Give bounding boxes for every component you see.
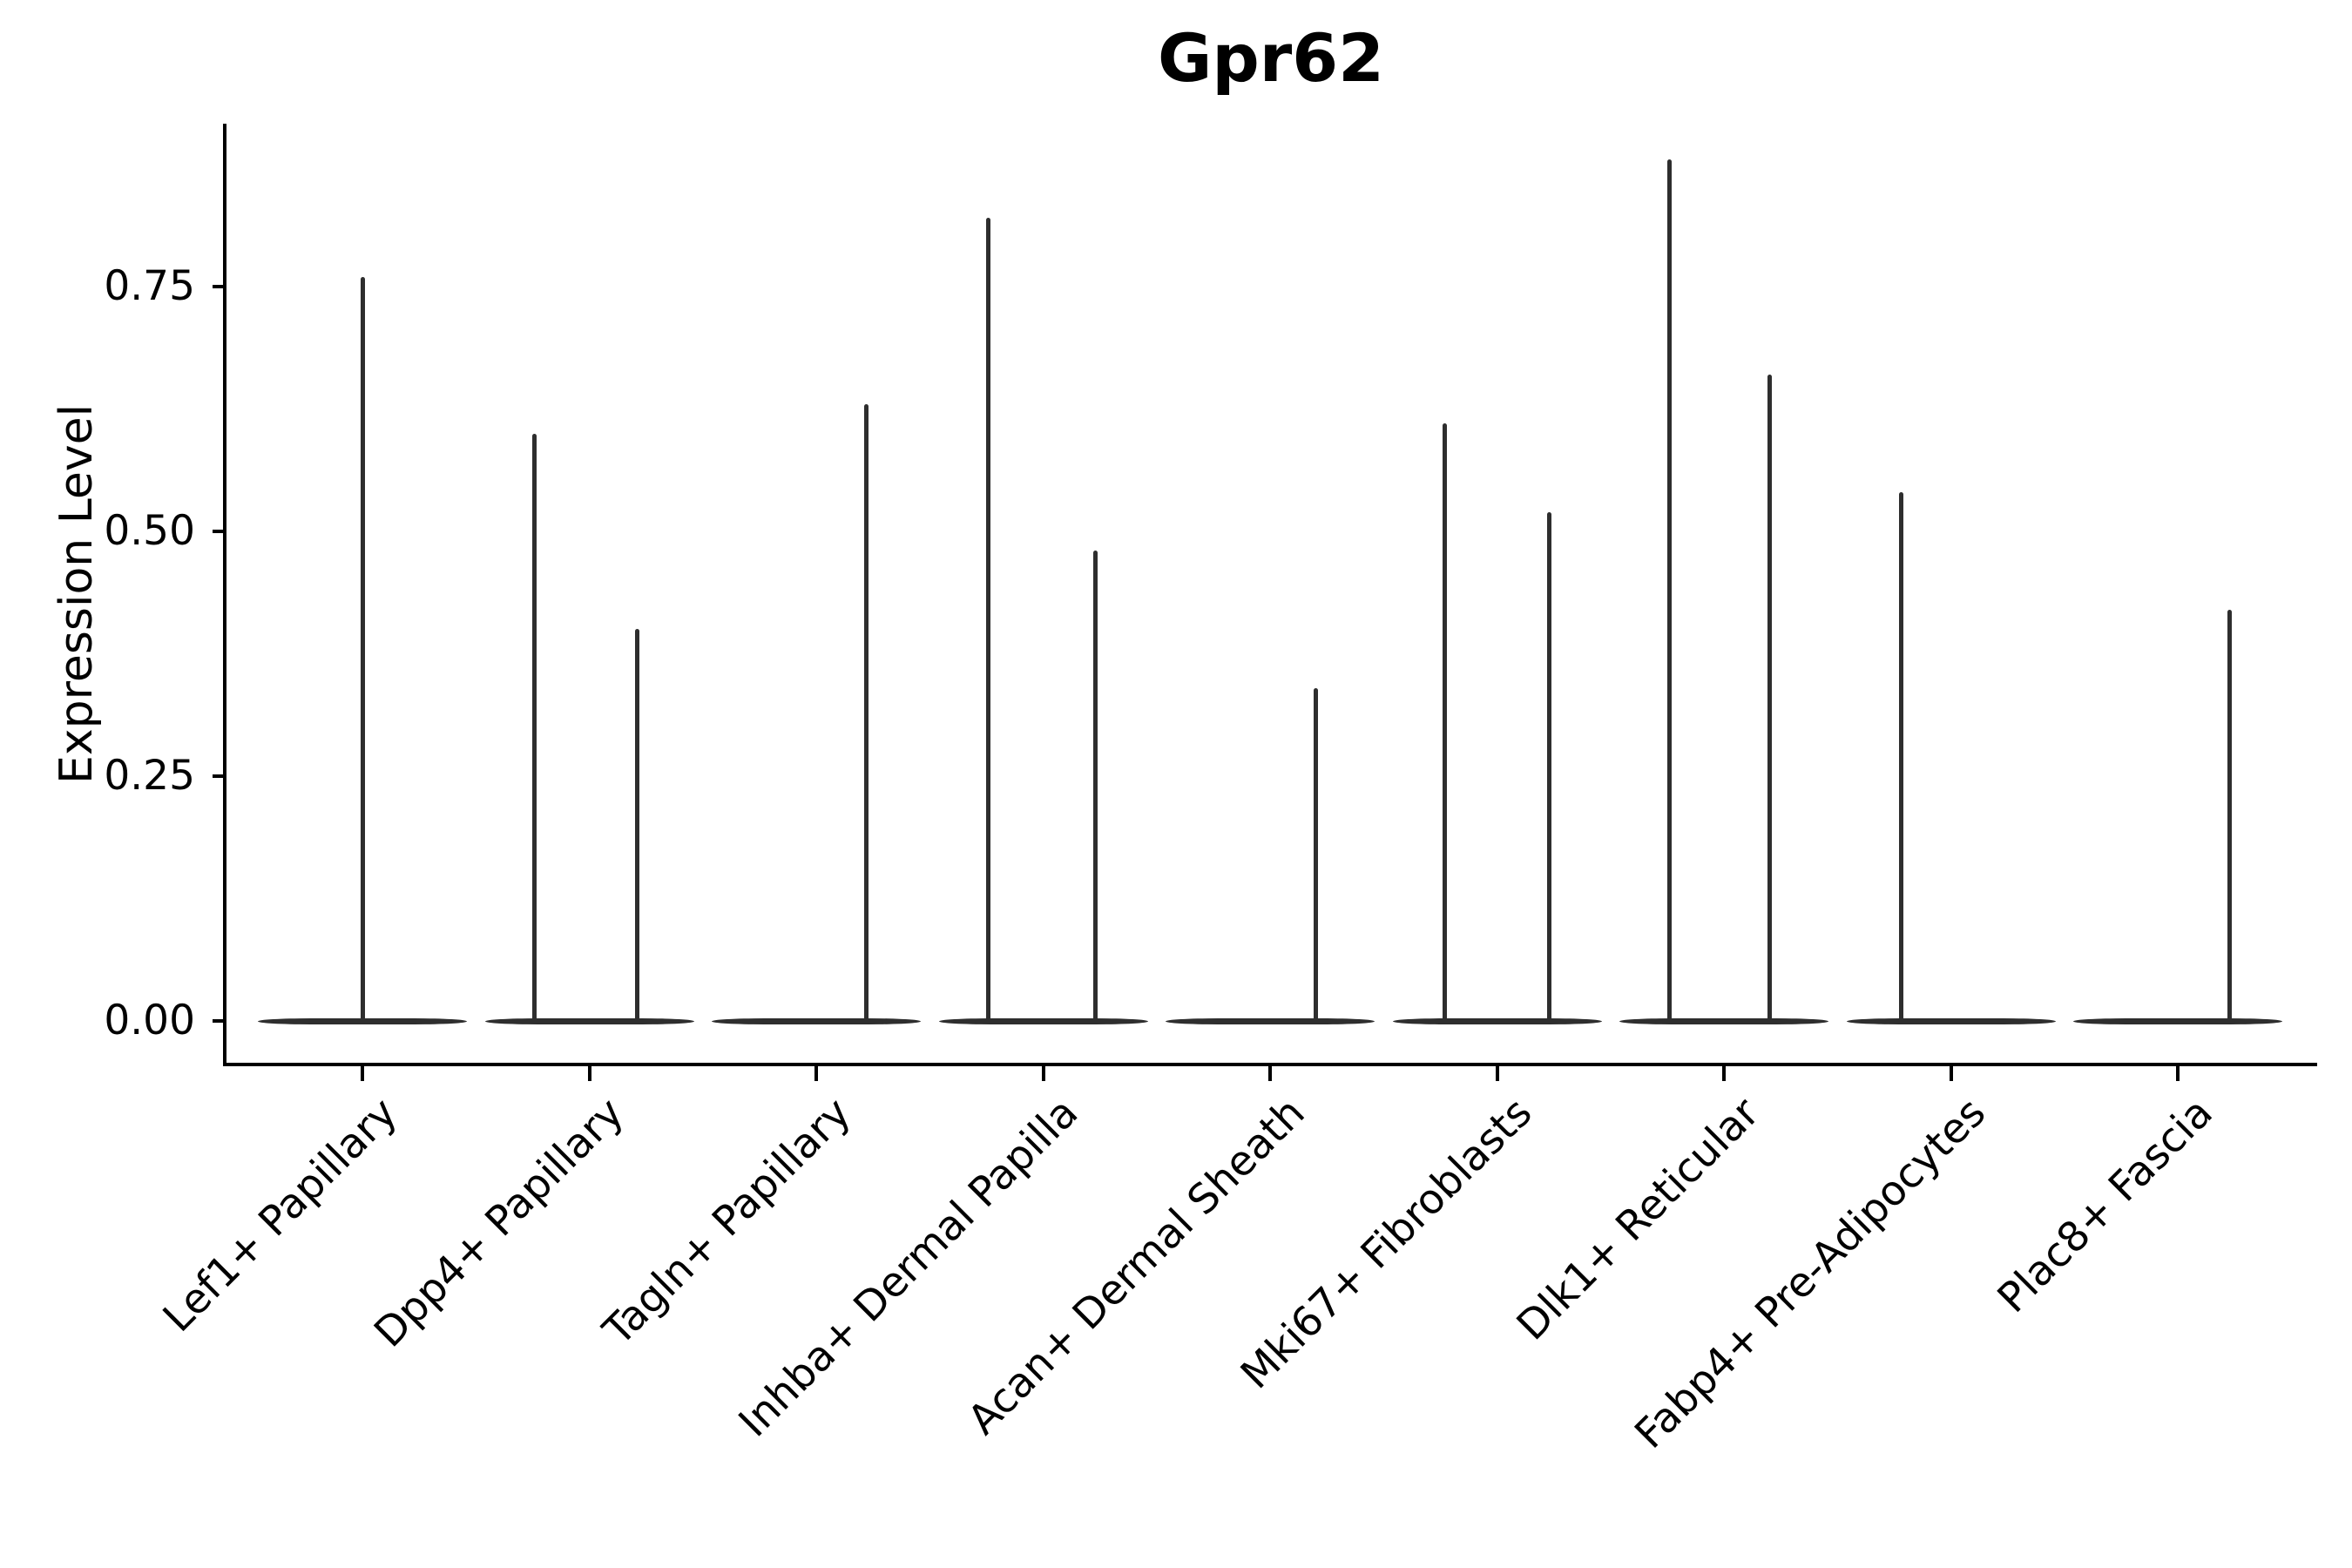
violin-baseline xyxy=(1619,1017,1828,1024)
plot-title: Gpr62 xyxy=(1157,19,1385,97)
y-tick xyxy=(213,774,225,778)
violin-spike xyxy=(1898,492,1903,1023)
x-tick xyxy=(1949,1066,1953,1081)
violin-spike xyxy=(1767,375,1772,1023)
x-tick xyxy=(1268,1066,1272,1081)
violin-spike xyxy=(1092,551,1098,1023)
violin-spike xyxy=(634,629,639,1023)
violin-spike xyxy=(2227,609,2233,1023)
violin-baseline xyxy=(1846,1017,2056,1024)
violin-spike xyxy=(1666,159,1672,1023)
x-tick xyxy=(1041,1066,1045,1081)
violin-spike xyxy=(1443,423,1448,1023)
x-tick-label: Dpp4+ Papillary xyxy=(365,1088,634,1357)
violin-spike xyxy=(863,403,868,1023)
y-tick xyxy=(213,285,225,288)
y-tick-label: 0.50 xyxy=(104,507,195,555)
violin-baseline xyxy=(1392,1017,1602,1024)
violin-baseline xyxy=(1166,1017,1375,1024)
violin-spike xyxy=(986,218,991,1023)
violin-spike xyxy=(1313,687,1318,1023)
x-tick xyxy=(2176,1066,2180,1081)
violin-spike xyxy=(1546,511,1551,1023)
y-tick xyxy=(213,530,225,533)
y-tick-label: 0.25 xyxy=(104,752,195,800)
violin-spike xyxy=(532,433,537,1023)
violin-spike xyxy=(360,276,365,1023)
x-tick-label: Dlk1+ Reticular xyxy=(1507,1088,1768,1350)
x-tick xyxy=(1495,1066,1499,1081)
y-tick xyxy=(213,1019,225,1023)
x-tick-label: Lef1+ Papillary xyxy=(153,1088,407,1342)
y-tick-label: 0.00 xyxy=(104,997,195,1044)
x-tick xyxy=(587,1066,591,1081)
x-tick xyxy=(814,1066,818,1081)
x-axis-line xyxy=(223,1063,2317,1066)
violin-baseline xyxy=(938,1017,1148,1024)
x-tick-label: Tagln+ Papillary xyxy=(594,1088,861,1355)
violin-baseline xyxy=(2073,1017,2282,1024)
y-tick-label: 0.75 xyxy=(104,262,195,310)
violin-baseline xyxy=(712,1017,921,1024)
x-tick xyxy=(1722,1066,1726,1081)
x-tick-label: Plac8+ Fascia xyxy=(1988,1088,2222,1322)
y-axis-label: Expression Level xyxy=(51,403,103,785)
y-axis-line xyxy=(223,124,226,1066)
x-tick xyxy=(361,1066,364,1081)
violin-baseline xyxy=(484,1017,694,1024)
